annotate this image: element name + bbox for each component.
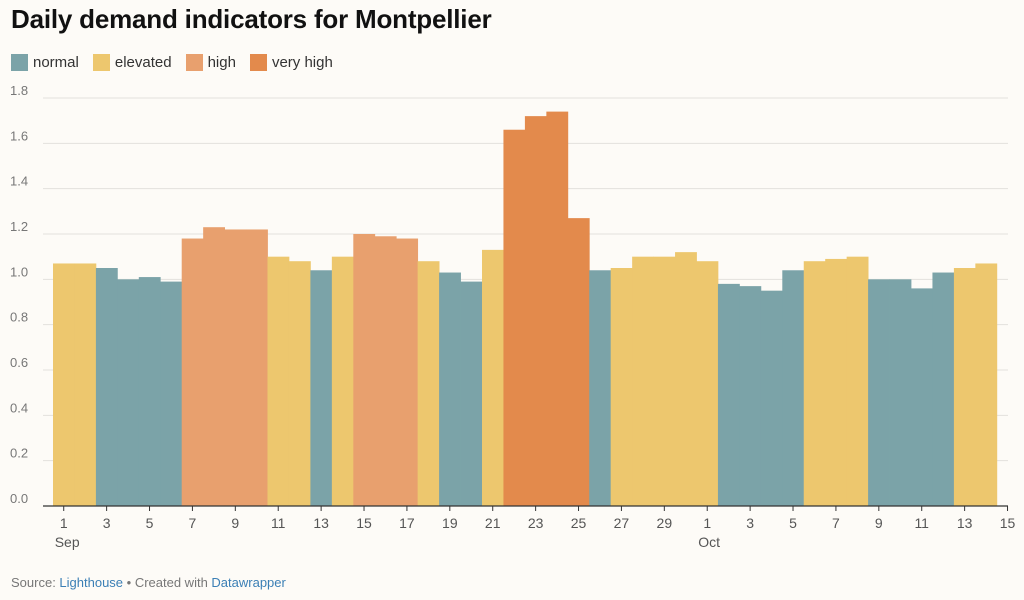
footer: Source: Lighthouse • Created with Datawr… (11, 575, 286, 590)
y-tick-label: 0.4 (10, 400, 28, 415)
legend-item-very-high: very high (249, 54, 333, 71)
legend-item-normal: normal (11, 54, 79, 71)
bar (546, 111, 569, 506)
legend-item-high: high (185, 54, 236, 71)
created-with-text: • Created with (123, 575, 212, 590)
bar (181, 238, 204, 506)
x-tick-label: 23 (528, 515, 544, 531)
bar (932, 272, 955, 506)
legend-swatch-elevated (92, 54, 110, 71)
x-tick-label: 9 (231, 515, 239, 531)
y-tick-label: 1.0 (10, 264, 28, 279)
bar (653, 256, 676, 506)
bar (675, 252, 697, 506)
chart-title: Daily demand indicators for Montpellier (11, 4, 492, 34)
x-tick-label: 9 (875, 515, 883, 531)
x-tick-label: 15 (356, 515, 372, 531)
bar (331, 256, 354, 506)
x-tick-label: 5 (146, 515, 154, 531)
x-tick-label: 15 (1000, 515, 1016, 531)
bar (439, 272, 461, 506)
legend-label-very-high: very high (271, 54, 333, 71)
bar (610, 268, 633, 506)
bar (953, 268, 976, 506)
x-month-label: Oct (698, 534, 720, 550)
x-tick-label: 7 (189, 515, 197, 531)
bar (868, 279, 890, 506)
bar (288, 261, 311, 506)
bar (117, 279, 140, 506)
bar (889, 279, 912, 506)
legend-label-normal: normal (33, 54, 79, 71)
bar (203, 227, 225, 506)
bar (460, 281, 483, 506)
bar (374, 236, 397, 506)
x-tick-label: 11 (914, 515, 929, 531)
legend-swatch-high (185, 54, 203, 71)
bar (975, 263, 998, 506)
bar (782, 270, 805, 506)
bar (803, 261, 826, 506)
bar (74, 263, 97, 506)
bar (739, 286, 762, 506)
bar (396, 238, 419, 506)
legend-swatch-very-high (249, 54, 267, 71)
bar (632, 256, 654, 506)
x-tick-label: 1 (60, 515, 68, 531)
bar (53, 263, 75, 506)
y-tick-label: 0.8 (10, 310, 28, 325)
x-tick-label: 19 (442, 515, 458, 531)
x-tick-label: 21 (485, 515, 501, 531)
x-tick-label: 3 (746, 515, 754, 531)
bar (503, 129, 526, 507)
x-tick-label: 3 (103, 515, 111, 531)
bar (267, 256, 290, 506)
legend-label-elevated: elevated (114, 54, 172, 71)
x-tick-label: 7 (832, 515, 840, 531)
source-link[interactable]: Lighthouse (59, 575, 124, 590)
datawrapper-link[interactable]: Datawrapper (211, 575, 286, 590)
bar (160, 281, 183, 506)
y-tick-label: 1.4 (10, 174, 28, 189)
bar (760, 290, 783, 506)
x-tick-label: 11 (271, 515, 286, 531)
y-tick-label: 0.6 (10, 355, 28, 370)
x-tick-label: 27 (614, 515, 630, 531)
bar (482, 249, 504, 506)
bar (567, 218, 590, 506)
legend-item-elevated: elevated (92, 54, 172, 71)
bar (911, 288, 933, 506)
legend-swatch-normal (11, 54, 28, 71)
bar (224, 229, 247, 506)
bar (417, 261, 440, 506)
x-tick-label: 17 (399, 515, 415, 531)
x-tick-label: 13 (313, 515, 329, 531)
y-tick-label: 0.0 (10, 491, 28, 506)
x-month-label: Sep (55, 534, 80, 550)
bar (95, 268, 118, 506)
x-tick-label: 13 (957, 515, 973, 531)
bar (524, 116, 547, 506)
bar (353, 234, 376, 506)
bar (246, 229, 268, 506)
x-tick-label: 1 (703, 515, 711, 531)
x-tick-label: 5 (789, 515, 797, 531)
bar (717, 283, 740, 506)
y-tick-label: 1.6 (10, 128, 28, 143)
bar (825, 258, 848, 506)
y-tick-label: 1.8 (10, 83, 28, 98)
y-tick-label: 1.2 (10, 219, 28, 234)
bar (589, 270, 612, 506)
legend: normal elevated high very high (11, 54, 347, 71)
bar (846, 256, 869, 506)
bar (696, 261, 719, 506)
legend-label-high: high (207, 54, 236, 71)
x-tick-label: 25 (571, 515, 587, 531)
x-tick-label: 29 (657, 515, 673, 531)
y-tick-label: 0.2 (10, 446, 28, 461)
bar (310, 270, 333, 506)
source-prefix: Source: (11, 575, 60, 590)
bar (138, 277, 161, 506)
